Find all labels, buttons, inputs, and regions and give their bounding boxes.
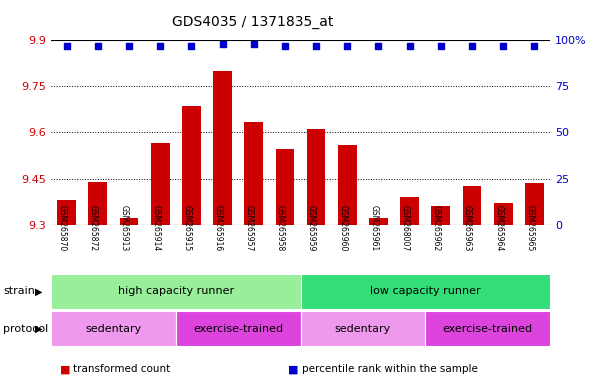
FancyBboxPatch shape (176, 311, 300, 346)
Text: GSM265958: GSM265958 (276, 205, 285, 252)
Point (93, 43, 103, 49)
Bar (494, 203, 513, 225)
Text: ▶: ▶ (35, 324, 42, 334)
Bar (57, 200, 76, 225)
Bar (307, 129, 326, 225)
Text: GSM265961: GSM265961 (370, 205, 379, 252)
Text: GSM265913: GSM265913 (120, 205, 129, 252)
Point (374, 43, 383, 49)
FancyBboxPatch shape (51, 311, 176, 346)
Point (436, 43, 445, 49)
Text: exercise-trained: exercise-trained (442, 324, 532, 334)
Text: GSM265965: GSM265965 (525, 205, 534, 252)
Text: GSM265960: GSM265960 (338, 205, 347, 252)
Text: sedentary: sedentary (85, 324, 142, 334)
Bar (213, 71, 232, 225)
FancyBboxPatch shape (426, 311, 550, 346)
Point (124, 43, 134, 49)
Text: ▶: ▶ (35, 286, 42, 296)
Text: GSM265872: GSM265872 (89, 205, 98, 252)
Point (249, 41, 258, 47)
Bar (463, 186, 481, 225)
Text: ■: ■ (288, 364, 299, 374)
Text: GSM265963: GSM265963 (463, 205, 472, 252)
Text: GSM265915: GSM265915 (182, 205, 191, 252)
Point (405, 43, 415, 49)
Text: GSM265962: GSM265962 (432, 205, 441, 252)
Text: percentile rank within the sample: percentile rank within the sample (302, 364, 478, 374)
Bar (151, 143, 169, 225)
Point (218, 41, 227, 47)
Bar (245, 122, 263, 225)
Text: high capacity runner: high capacity runner (118, 286, 234, 296)
Text: low capacity runner: low capacity runner (370, 286, 481, 296)
Bar (120, 218, 138, 225)
Text: transformed count: transformed count (73, 364, 171, 374)
Point (311, 43, 321, 49)
Point (343, 43, 352, 49)
Text: ■: ■ (60, 364, 70, 374)
Text: protocol: protocol (3, 324, 48, 334)
Bar (432, 206, 450, 225)
Point (280, 43, 290, 49)
Bar (276, 149, 294, 225)
Bar (400, 197, 419, 225)
Point (62, 43, 72, 49)
Bar (182, 106, 201, 225)
Text: GSM265914: GSM265914 (151, 205, 160, 252)
Text: GSM265964: GSM265964 (494, 205, 503, 252)
Point (529, 43, 539, 49)
Text: exercise-trained: exercise-trained (193, 324, 283, 334)
FancyBboxPatch shape (51, 274, 300, 309)
Bar (525, 183, 544, 225)
Bar (369, 218, 388, 225)
Point (186, 43, 196, 49)
Text: GSM265916: GSM265916 (213, 205, 222, 252)
Text: GSM265959: GSM265959 (307, 205, 316, 252)
Text: GSM265870: GSM265870 (58, 205, 67, 252)
Point (467, 43, 477, 49)
Text: GSM268007: GSM268007 (401, 205, 410, 252)
Text: GSM265957: GSM265957 (245, 205, 254, 252)
Bar (338, 145, 356, 225)
Point (156, 43, 165, 49)
FancyBboxPatch shape (300, 274, 550, 309)
Bar (88, 182, 107, 225)
Text: sedentary: sedentary (335, 324, 391, 334)
Text: strain: strain (3, 286, 35, 296)
FancyBboxPatch shape (300, 311, 426, 346)
Text: GDS4035 / 1371835_at: GDS4035 / 1371835_at (172, 15, 333, 29)
Point (498, 43, 508, 49)
